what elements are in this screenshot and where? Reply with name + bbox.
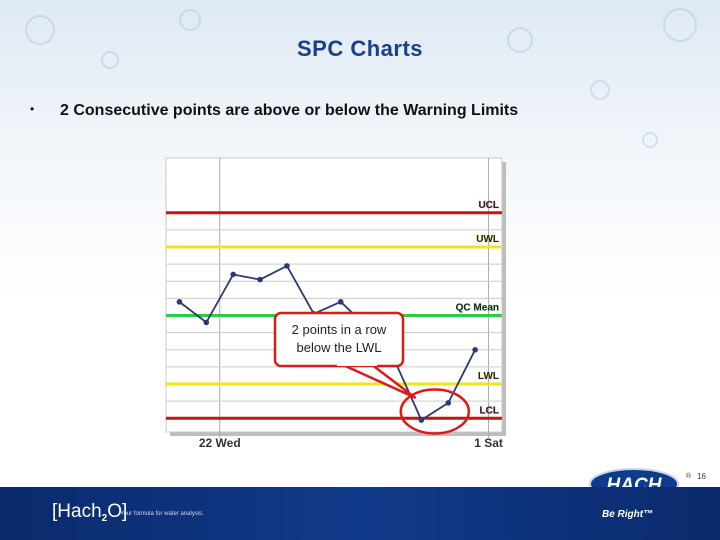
x-tick-label-1: 1 Sat: [474, 436, 503, 450]
bullet-item: • 2 Consecutive points are above or below…: [30, 102, 518, 120]
data-point-10: [445, 400, 452, 406]
spc-chart: UCL UWL QC Mean LWL LCL 22 Wed 1 Sat 2 points i…: [160, 150, 520, 460]
highlight-circle: [399, 388, 471, 435]
data-point-0: [176, 299, 183, 305]
chart-plot-area: [165, 157, 503, 433]
data-point-9: [418, 417, 425, 423]
callout-text-line2: below the LWL: [296, 340, 381, 355]
data-point-11: [472, 347, 478, 353]
data-point-2: [230, 271, 236, 278]
data-point-3: [257, 276, 263, 283]
ucl-label: UCL: [478, 200, 499, 211]
callout-text-line1: 2 points in a row: [292, 322, 387, 337]
tagline: Your formula for water analysis.: [120, 511, 204, 517]
slogan: Be Right™: [602, 509, 654, 520]
bubble-background: [25, 8, 697, 148]
data-point-4: [284, 263, 290, 269]
callout-joint: [337, 362, 377, 366]
page-number: 16: [697, 472, 706, 481]
lcl-label: LCL: [480, 405, 499, 416]
slide-title: SPC Charts: [296, 36, 424, 61]
bullet-text: 2 Consecutive points are above or below …: [60, 102, 519, 119]
spc-chart-svg: UCL UWL QC Mean LWL LCL 22 Wed 1 Sat 2 points i…: [165, 157, 506, 450]
x-tick-label-0: 22 Wed: [199, 436, 241, 450]
series-line-0: [178, 264, 476, 422]
lwl-label: LWL: [478, 371, 499, 382]
hach2o-brand: [Hach2O]: [52, 501, 128, 524]
data-point-1: [203, 319, 210, 326]
bullet-marker: •: [30, 102, 35, 116]
uwl-label: UWL: [476, 234, 499, 245]
data-point-6: [337, 299, 344, 305]
registered-mark: ®: [686, 472, 692, 480]
qc-mean-label: QC Mean: [456, 303, 499, 314]
footer-bar: [Hach2O] Your formula for water analysis…: [0, 487, 720, 540]
